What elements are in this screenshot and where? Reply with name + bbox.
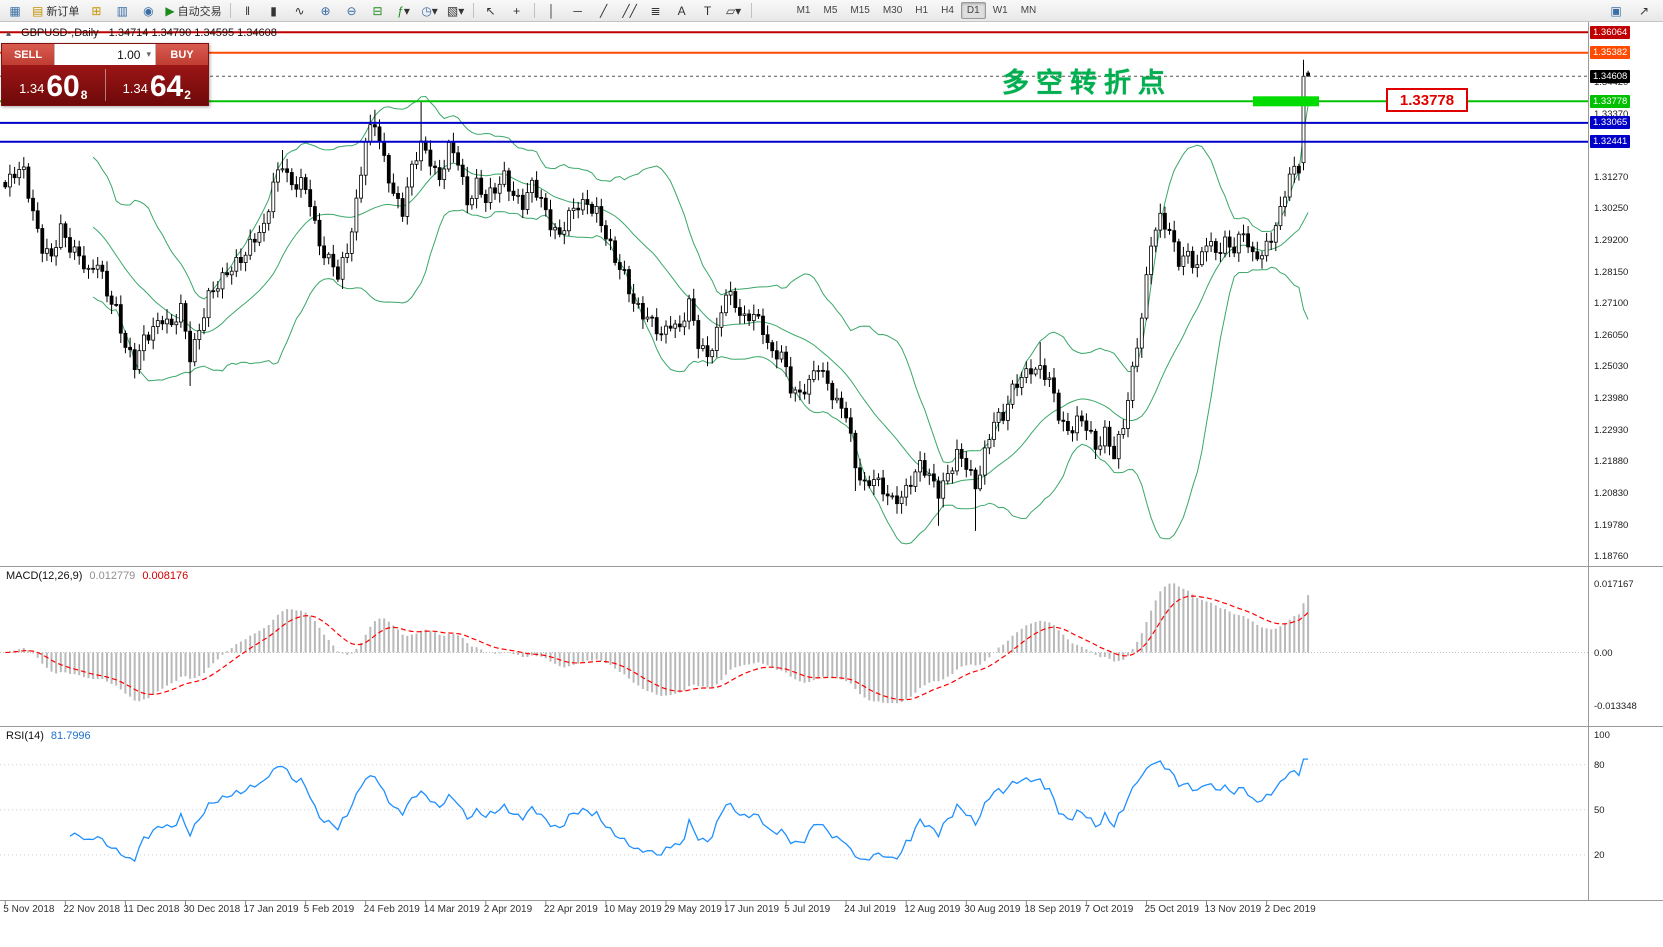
volume-value: 1.00	[117, 47, 141, 62]
timeframe-button-mn[interactable]: MN	[1020, 5, 1037, 16]
timeframe-button-h4[interactable]: H4	[941, 5, 954, 16]
buy-price[interactable]: 1.34 64 2	[106, 65, 209, 105]
sell-price-big: 60	[46, 70, 80, 103]
chart-window-header: ▴ GBPUSD-,Daily 1.34714 1.34790 1.34595 …	[6, 27, 277, 39]
line-chart-icon[interactable]: ∿	[294, 3, 305, 18]
timeframe-button-m1[interactable]: M1	[796, 5, 811, 16]
buy-price-pip: 2	[184, 88, 191, 102]
channel-icon[interactable]: ╱╱	[622, 3, 637, 18]
tile-windows-icon[interactable]: ⊟	[372, 3, 383, 18]
bars-chart-icon[interactable]: ‖	[245, 3, 251, 18]
shapes-icon: ▱	[725, 3, 736, 18]
label-tool-icon[interactable]: T	[703, 3, 712, 18]
macd-label: MACD(12,26,9)	[6, 570, 83, 582]
new-order-label: 新订单	[46, 5, 80, 18]
macd-main-value: 0.012779	[89, 570, 136, 582]
autotrading-label: 自动交易	[177, 5, 222, 18]
symbol-period-label: GBPUSD-,Daily	[21, 27, 99, 39]
pointer-icon[interactable]: ↗	[1638, 3, 1650, 18]
timeframe-group: M1 M5 M15 M30 H1 H4 D1 W1 MN	[791, 2, 1043, 19]
zoom-in-icon[interactable]: ⊕	[320, 3, 331, 18]
chevron-down-icon: ▾	[403, 3, 410, 18]
zoom-out-icon[interactable]: ⊖	[346, 3, 357, 18]
autotrading-play-icon: ▶	[165, 3, 175, 18]
chevron-down-icon: ▾	[735, 3, 742, 18]
timeframe-button-w1[interactable]: W1	[992, 5, 1008, 16]
new-order-button[interactable]: ▤ 新订单	[29, 2, 82, 20]
autotrading-button[interactable]: ▶ 自动交易	[162, 2, 224, 20]
new-chart-icon[interactable]: ⊞	[91, 3, 102, 18]
chevron-down-icon: ▾	[431, 3, 438, 18]
sell-price[interactable]: 1.34 60 8	[2, 65, 105, 105]
template-icon: ▧	[446, 3, 459, 18]
toolbar-separator	[750, 3, 752, 18]
toolbar-separator	[229, 3, 231, 18]
trendline-icon[interactable]: ╱	[599, 3, 608, 18]
timeframe-button-m15[interactable]: M15	[850, 5, 870, 16]
volume-input[interactable]: 1.00 ▾	[54, 44, 156, 65]
trade-panel-top-row: SELL 1.00 ▾ BUY	[2, 44, 208, 65]
vertical-line-icon[interactable]: │	[547, 3, 556, 18]
cursor-icon[interactable]: ↖	[485, 3, 496, 18]
timeframe-button-m5[interactable]: M5	[823, 5, 838, 16]
toolbar-right-group: ▣ ↗	[1604, 2, 1660, 20]
volume-dropdown-icon[interactable]: ▾	[146, 49, 151, 59]
rsi-pane-title: RSI(14) 81.7996	[6, 730, 91, 742]
trade-panel-divider	[104, 69, 106, 101]
clock-icon: ◷	[421, 3, 432, 18]
sell-price-prefix: 1.34	[19, 81, 45, 97]
chevron-down-icon: ▾	[458, 3, 465, 18]
periods-button[interactable]: ◷ ▾	[418, 2, 442, 20]
horizontal-line-icon[interactable]: ─	[573, 3, 582, 18]
fibonacci-icon[interactable]: ≣	[650, 3, 661, 18]
rsi-value: 81.7996	[50, 730, 91, 742]
sell-price-pip: 8	[80, 88, 88, 102]
app-icon: ▦	[9, 3, 21, 18]
macd-pane-title: MACD(12,26,9) 0.012779 0.008176	[6, 570, 188, 582]
macd-signal-value: 0.008176	[142, 570, 189, 582]
trade-panel-prices: 1.34 60 8 1.34 64 2	[2, 65, 208, 105]
buy-button[interactable]: BUY	[156, 44, 208, 65]
monitor-icon[interactable]: ▣	[1610, 3, 1622, 18]
buy-price-big: 64	[149, 70, 184, 103]
ohlc-values: 1.34714 1.34790 1.34595 1.34608	[108, 27, 277, 39]
indicators-icon: ƒ	[397, 3, 404, 18]
candles-chart-icon[interactable]: ▮	[270, 3, 277, 18]
rsi-label: RSI(14)	[6, 730, 44, 742]
buy-price-prefix: 1.34	[122, 81, 148, 97]
timeframe-button-m30[interactable]: M30	[882, 5, 903, 16]
timeframe-button-d1[interactable]: D1	[960, 2, 986, 19]
sell-button[interactable]: SELL	[2, 44, 54, 65]
text-tool-icon[interactable]: A	[677, 3, 686, 18]
new-order-icon: ▤	[32, 3, 44, 18]
chart-icon: ▴	[6, 27, 12, 39]
one-click-trading-panel: SELL 1.00 ▾ BUY 1.34 60 8 1.34 64 2	[1, 43, 209, 106]
shapes-button[interactable]: ▱ ▾	[722, 2, 746, 20]
indicators-button[interactable]: ƒ ▾	[392, 2, 416, 20]
timeframe-button-h1[interactable]: H1	[915, 5, 929, 16]
main-toolbar: ▦ ▤ 新订单 ⊞ ▥ ◉ ▶ 自动交易 ‖ ▮ ∿ ⊕ ⊖ ⊟ ƒ ▾ ◷ ▾…	[0, 0, 1663, 22]
toolbar-separator	[533, 3, 535, 18]
price-callout-label: 1.33778	[1386, 88, 1468, 112]
market-icon[interactable]: ◉	[143, 3, 154, 18]
turning-point-annotation: 多空转折点	[1002, 68, 1172, 98]
profiles-icon[interactable]: ▥	[116, 3, 129, 18]
templates-button[interactable]: ▧ ▾	[444, 2, 468, 20]
toolbar-separator	[472, 3, 474, 18]
crosshair-icon[interactable]: +	[513, 3, 521, 18]
